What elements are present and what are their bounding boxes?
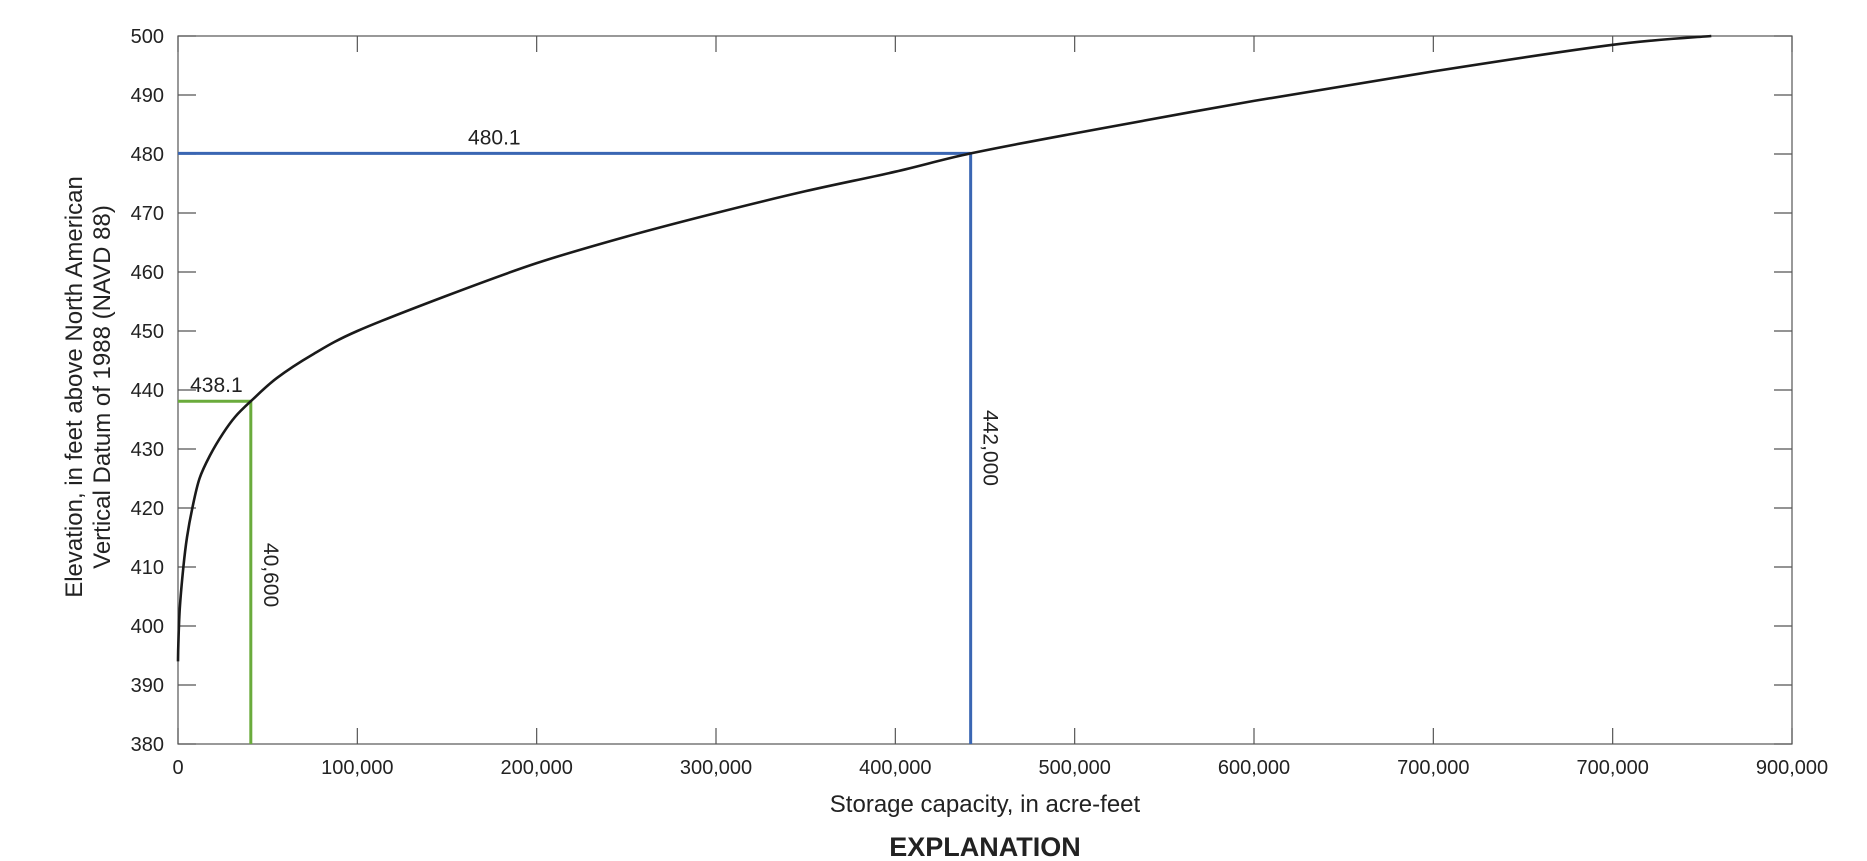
- y-tick-label: 380: [131, 734, 164, 756]
- y-tick-label: 430: [131, 439, 164, 461]
- x-axis-title: Storage capacity, in acre-feet: [830, 791, 1141, 818]
- explanation-heading: EXPLANATION: [889, 832, 1081, 861]
- series-layer: [176, 34, 1712, 662]
- annotation-layer: 480.1 442,000 438.1 40,600: [178, 126, 1002, 744]
- x-tick-label: 700,000: [1397, 757, 1469, 779]
- x-tick-label: 0: [172, 757, 183, 779]
- label-layer: Storage capacity, in acre-feet EXPLANATI…: [61, 176, 1141, 861]
- y-axis-title-line-2: Vertical Datum of 1988 (NAVD 88): [89, 205, 116, 569]
- y-tick-label: 500: [131, 26, 164, 48]
- y-tick-label: 450: [131, 321, 164, 343]
- x-tick-label: 900,000: [1756, 757, 1828, 779]
- x-tick-label: 100,000: [321, 757, 393, 779]
- y-tick-label: 390: [131, 675, 164, 697]
- annotation-storage-label: 442,000: [979, 410, 1002, 486]
- y-tick-label: 400: [131, 616, 164, 638]
- annotation-storage-label: 40,600: [259, 543, 282, 607]
- annotation-elevation-label: 480.1: [468, 126, 521, 149]
- y-tick-label: 490: [131, 85, 164, 107]
- plot-frame: [177, 35, 1793, 745]
- x-tick-label: 300,000: [680, 757, 752, 779]
- y-tick-label: 470: [131, 203, 164, 225]
- y-tick-label: 410: [131, 557, 164, 579]
- x-tick-label: 700,000: [1577, 757, 1649, 779]
- y-tick-label: 420: [131, 498, 164, 520]
- y-tick-label: 440: [131, 380, 164, 402]
- y-tick-label: 460: [131, 262, 164, 284]
- y-axis-title-line-1: Elevation, in feet above North American: [61, 176, 88, 598]
- annotation-elevation-label: 438.1: [190, 374, 243, 397]
- x-tick-label: 200,000: [501, 757, 573, 779]
- x-tick-label: 400,000: [859, 757, 931, 779]
- x-tick-label: 500,000: [1039, 757, 1111, 779]
- y-tick-label: 480: [131, 144, 164, 166]
- x-tick-label: 600,000: [1218, 757, 1290, 779]
- elevation-storage-curve: [176, 34, 1712, 662]
- axes-layer: 0 100,000 200,000 300,000 400,000 500,000 600,…: [131, 26, 1829, 779]
